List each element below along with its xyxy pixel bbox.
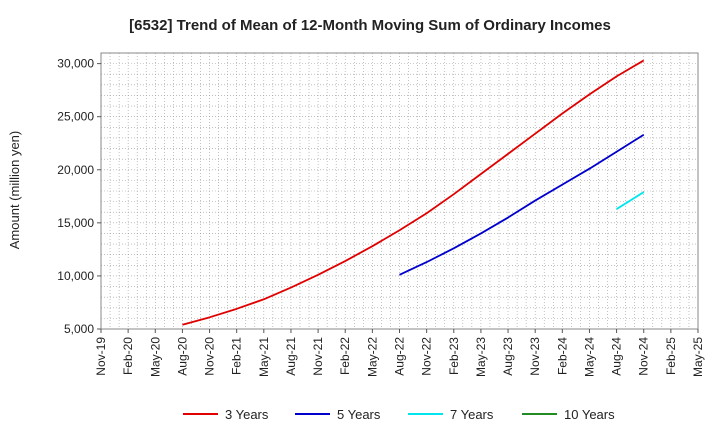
x-axis-ticks: Nov-19 Feb-20 May-20 Aug-20 Nov-20 Feb-21 May-… — [94, 329, 705, 377]
x-tick-label: Feb-23 — [447, 337, 461, 375]
y-tick-label: 30,000 — [57, 57, 94, 71]
y-tick-label: 25,000 — [57, 110, 94, 124]
series-line-5-years — [399, 133, 645, 276]
x-tick-label: Aug-21 — [284, 337, 298, 376]
x-tick-label: Feb-20 — [121, 337, 135, 375]
x-tick-label: Feb-21 — [230, 337, 244, 375]
x-tick-label: May-20 — [148, 337, 162, 377]
y-tick-label: 15,000 — [57, 216, 94, 230]
x-tick-label: Aug-24 — [610, 337, 624, 376]
x-tick-label: May-24 — [582, 337, 596, 377]
x-tick-label: Nov-24 — [637, 337, 651, 376]
x-tick-label: Feb-24 — [555, 337, 569, 375]
x-tick-label: May-25 — [691, 337, 705, 377]
x-tick-label: Nov-23 — [528, 337, 542, 376]
y-tick-label: 5,000 — [64, 322, 94, 336]
y-axis-label: Amount (million yen) — [7, 131, 22, 250]
x-tick-label: May-23 — [474, 337, 488, 377]
legend-label: 3 Years — [225, 407, 269, 422]
series-line-7-years — [616, 191, 645, 210]
x-tick-label: May-21 — [257, 337, 271, 377]
gridlines — [101, 53, 698, 329]
legend-label: 10 Years — [564, 407, 615, 422]
legend-label: 5 Years — [337, 407, 381, 422]
x-tick-label: Aug-23 — [501, 337, 515, 376]
y-tick-label: 10,000 — [57, 269, 94, 283]
series-lines — [182, 59, 645, 326]
chart-title: [6532] Trend of Mean of 12-Month Moving … — [129, 17, 611, 34]
x-tick-label: Feb-25 — [664, 337, 678, 375]
y-axis-ticks: 5,000 10,000 15,000 20,000 25,000 30,000 — [57, 57, 101, 336]
x-tick-label: Nov-21 — [311, 337, 325, 376]
y-tick-label: 20,000 — [57, 163, 94, 177]
series-line-3-years — [182, 59, 645, 326]
x-tick-label: Aug-20 — [175, 337, 189, 376]
x-tick-label: Nov-19 — [94, 337, 108, 376]
legend: 3 Years 5 Years 7 Years 10 Years — [183, 407, 615, 422]
x-tick-label: Nov-22 — [420, 337, 434, 376]
x-tick-label: May-22 — [365, 337, 379, 377]
x-tick-label: Feb-22 — [338, 337, 352, 375]
x-tick-label: Aug-22 — [393, 337, 407, 376]
x-tick-label: Nov-20 — [203, 337, 217, 376]
legend-label: 7 Years — [450, 407, 494, 422]
